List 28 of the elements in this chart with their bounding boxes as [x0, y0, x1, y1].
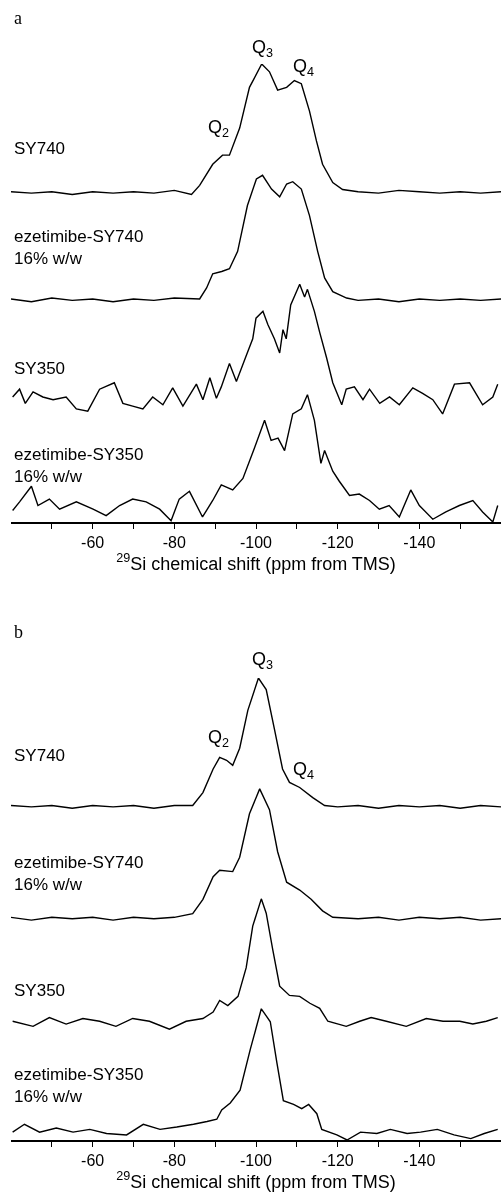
annotation: Q$_{2}$ [208, 117, 230, 140]
annotation: Q$_{4}$ [293, 759, 315, 782]
series-label: ezetimibe-SY740 16% w/w [14, 227, 144, 269]
series-label: ezetimibe-SY350 16% w/w [14, 1065, 144, 1107]
chart-title: a [14, 8, 22, 28]
x-tick-label: -80 [162, 1151, 186, 1169]
x-tick-label: -120 [321, 1151, 354, 1169]
x-tick-label: -60 [81, 1151, 105, 1169]
text: Q$_{3}$ [252, 37, 274, 60]
series-label: SY740 [14, 139, 66, 158]
x-axis-title: $^{29}$Si chemical shift (ppm from TMS) [116, 1168, 396, 1192]
series-label: ezetimibe-SY350 16% w/w [14, 445, 144, 487]
x-tick-label: -60 [81, 533, 105, 551]
annotation: Q$_{2}$ [208, 727, 230, 750]
x-tick-label: -80 [162, 533, 186, 551]
chart-title: b [14, 622, 23, 642]
x-tick-label: -100 [239, 533, 273, 551]
text: SY740 [14, 746, 66, 765]
text: Q$_{3}$ [252, 649, 274, 672]
x-tick-label: -140 [403, 533, 436, 551]
x-tick-label: -140 [403, 1151, 436, 1169]
x-tick-label: -100 [239, 1151, 273, 1169]
x-tick-label: -120 [321, 533, 354, 551]
annotation: Q$_{4}$ [293, 56, 315, 79]
series-label: SY350 [14, 359, 66, 378]
x-axis-title: $^{29}$Si chemical shift (ppm from TMS) [116, 550, 396, 574]
series-label: SY350 [14, 981, 66, 1000]
series-label: ezetimibe-SY740 16% w/w [14, 853, 144, 895]
